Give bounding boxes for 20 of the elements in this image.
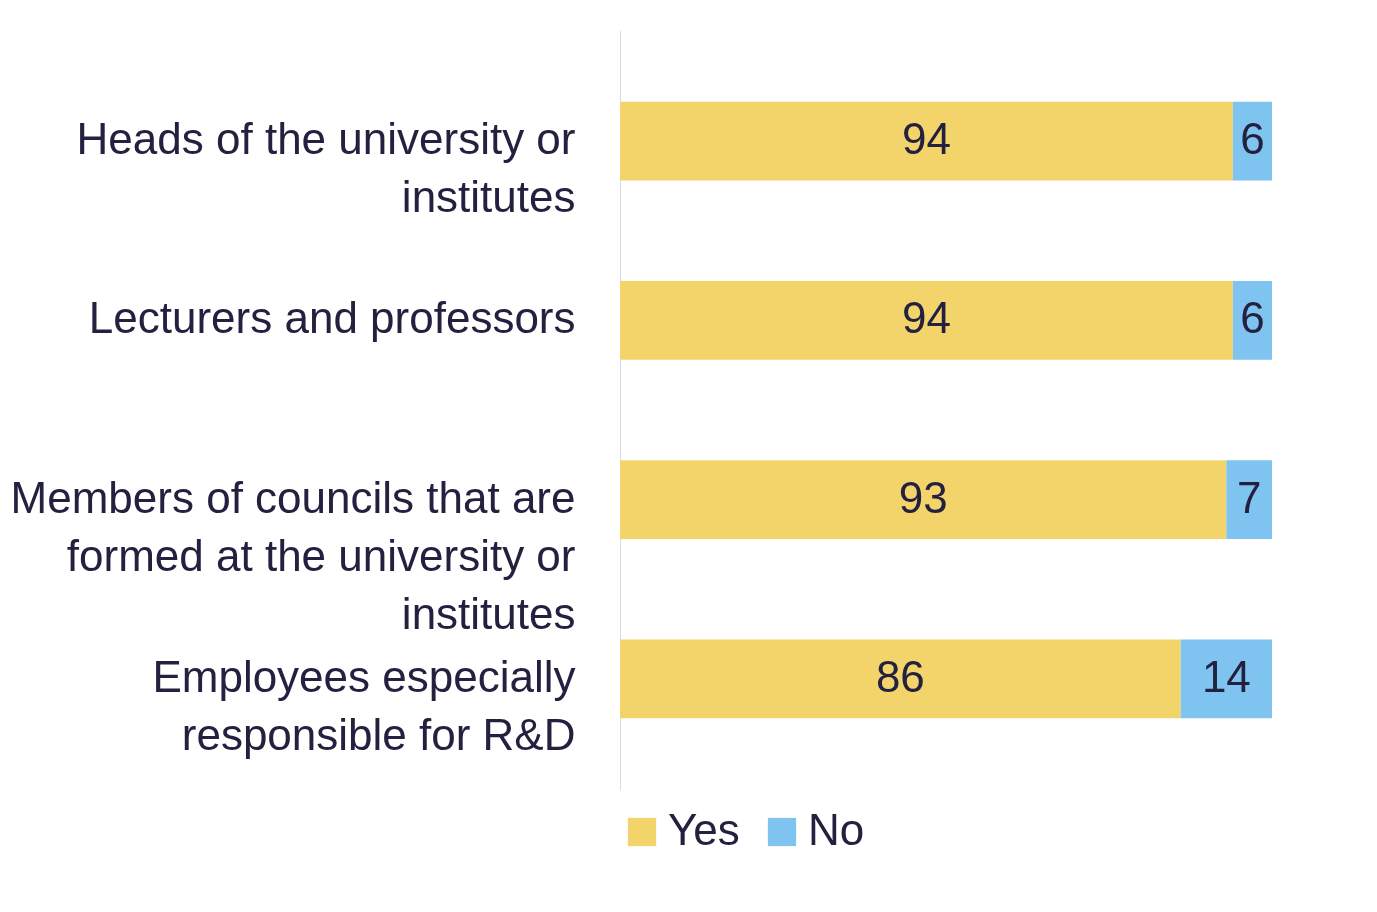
bar — [620, 280, 1233, 360]
data-label: 94 — [901, 293, 951, 343]
y-tick-label: Employees especially responsible for R&D — [152, 651, 576, 759]
bar — [1180, 639, 1272, 719]
y-tick-label: Heads of the university or institutes — [76, 114, 576, 222]
bar — [620, 101, 1233, 181]
bar — [1226, 460, 1272, 540]
bar — [620, 639, 1181, 719]
y-tick-label: Members of councils that are formed at the university or institutes — [10, 472, 576, 638]
data-label: 7 — [1236, 472, 1262, 522]
data-label: 94 — [901, 114, 951, 164]
data-label: 6 — [1240, 293, 1265, 343]
bar — [620, 460, 1227, 540]
data-label: 93 — [898, 472, 948, 522]
data-label: 86 — [875, 651, 925, 701]
legend-label: No — [808, 805, 865, 854]
y-tick-label: Lecturers and professors — [88, 293, 576, 343]
data-label: 14 — [1201, 651, 1251, 701]
legend-label: Yes — [668, 805, 740, 854]
data-label: 6 — [1240, 114, 1265, 164]
